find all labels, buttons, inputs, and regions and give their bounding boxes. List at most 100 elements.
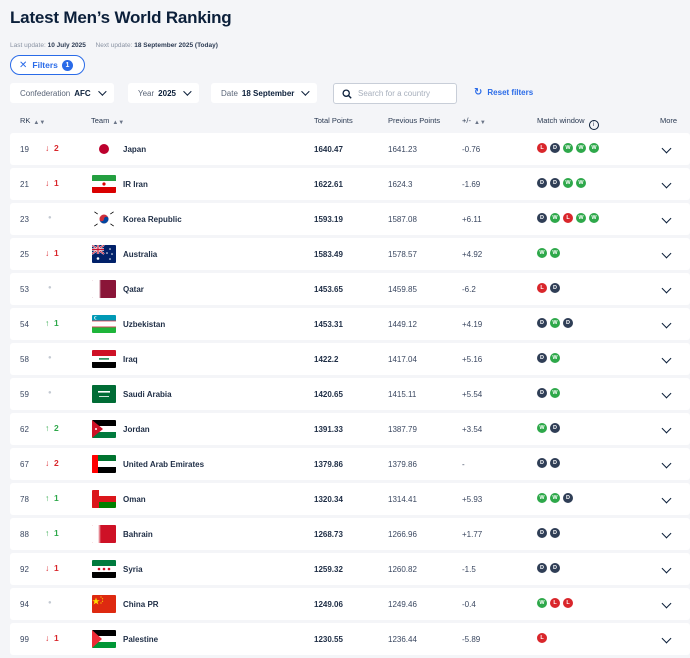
result-badge[interactable]: L	[563, 598, 573, 608]
result-badge[interactable]: W	[563, 143, 573, 153]
result-badge[interactable]: W	[563, 178, 573, 188]
result-badge[interactable]: D	[563, 318, 573, 328]
result-badge[interactable]: L	[550, 598, 560, 608]
year-select[interactable]: Year 2025	[128, 83, 199, 103]
chevron-down-icon[interactable]	[661, 283, 672, 294]
table-row[interactable]: 94 ● China PR 1249.06 1249.46 -0.4 W L L	[10, 588, 690, 620]
table-row[interactable]: 53 ● Qatar 1453.65 1459.85 -6.2 L D	[10, 273, 690, 305]
team-name[interactable]: Palestine	[123, 635, 159, 644]
filters-button[interactable]: ✕ Filters 1	[10, 55, 85, 75]
result-badge[interactable]: L	[537, 283, 547, 293]
table-row[interactable]: 25 ↓ 1 Australia 1583.49 1578.57 +4.92 W W	[10, 238, 690, 270]
chevron-down-icon[interactable]	[661, 213, 672, 224]
team-name[interactable]: Korea Republic	[123, 215, 182, 224]
chevron-down-icon[interactable]	[661, 598, 672, 609]
chevron-down-icon[interactable]	[661, 353, 672, 364]
rank-cell: 99	[20, 635, 29, 644]
result-badge[interactable]: L	[563, 213, 573, 223]
result-badge[interactable]: W	[576, 143, 586, 153]
result-badge[interactable]: W	[550, 248, 560, 258]
table-row[interactable]: 88 ↑ 1 Bahrain 1268.73 1266.96 +1.77 D D	[10, 518, 690, 550]
result-badge[interactable]: W	[576, 178, 586, 188]
result-badge[interactable]: D	[537, 318, 547, 328]
team-name[interactable]: Jordan	[123, 425, 150, 434]
result-badge[interactable]: W	[550, 388, 560, 398]
chevron-down-icon[interactable]	[661, 178, 672, 189]
result-badge[interactable]: D	[537, 213, 547, 223]
result-badge[interactable]: W	[589, 143, 599, 153]
rank-cell: 88	[20, 530, 29, 539]
result-badge[interactable]: W	[537, 493, 547, 503]
result-badge[interactable]: D	[537, 178, 547, 188]
team-name[interactable]: Bahrain	[123, 530, 153, 539]
table-row[interactable]: 92 ↓ 1 Syria 1259.32 1260.82 -1.5 D D	[10, 553, 690, 585]
team-name[interactable]: Iraq	[123, 355, 138, 364]
result-badge[interactable]: D	[537, 563, 547, 573]
result-badge[interactable]: D	[550, 423, 560, 433]
table-row[interactable]: 23 ● Korea Republic 1593.19 1587.08 +6.11 D W L W…	[10, 203, 690, 235]
chevron-down-icon[interactable]	[661, 248, 672, 259]
result-badge[interactable]: D	[537, 353, 547, 363]
result-badge[interactable]: W	[576, 213, 586, 223]
chevron-down-icon[interactable]	[661, 318, 672, 329]
result-badge[interactable]: W	[537, 248, 547, 258]
reset-filters-button[interactable]: ↻ Reset filters	[474, 87, 533, 98]
team-name[interactable]: Australia	[123, 250, 158, 259]
result-badge[interactable]: D	[550, 143, 560, 153]
result-badge[interactable]: D	[537, 388, 547, 398]
chevron-down-icon[interactable]	[661, 493, 672, 504]
table-row[interactable]: 99 ↓ 1 Palestine 1230.55 1236.44 -5.89 L	[10, 623, 690, 655]
result-badge[interactable]: D	[537, 528, 547, 538]
table-row[interactable]: 67 ↓ 2 United Arab Emirates 1379.86 1379.86 -…	[10, 448, 690, 480]
result-badge[interactable]: D	[550, 563, 560, 573]
table-row[interactable]: 58 ● Iraq 1422.2 1417.04 +5.16 D W	[10, 343, 690, 375]
result-badge[interactable]: W	[550, 318, 560, 328]
team-name[interactable]: Uzbekistan	[123, 320, 166, 329]
result-badge[interactable]: W	[550, 213, 560, 223]
close-icon[interactable]: ✕	[19, 59, 28, 71]
info-icon[interactable]: i	[588, 120, 599, 130]
team-name[interactable]: Qatar	[123, 285, 144, 294]
result-badge[interactable]: L	[537, 143, 547, 153]
table-row[interactable]: 62 ↑ 2 Jordan 1391.33 1387.79 +3.54 W D	[10, 413, 690, 445]
chevron-down-icon[interactable]	[661, 633, 672, 644]
date-select[interactable]: Date 18 September	[211, 83, 318, 103]
col-team-header[interactable]: Team ▲▼	[91, 116, 125, 126]
chevron-down-icon[interactable]	[661, 458, 672, 469]
table-row[interactable]: 19 ↓ 2 Japan 1640.47 1641.23 -0.76 L D W W W	[10, 133, 690, 165]
chevron-down-icon[interactable]	[661, 563, 672, 574]
chevron-down-icon[interactable]	[661, 528, 672, 539]
result-badge[interactable]: W	[550, 493, 560, 503]
result-badge[interactable]: W	[537, 423, 547, 433]
team-name[interactable]: Japan	[123, 145, 147, 154]
result-badge[interactable]: W	[537, 598, 547, 608]
result-badge[interactable]: D	[537, 458, 547, 468]
result-badge[interactable]: D	[550, 528, 560, 538]
table-row[interactable]: 21 ↓ 1 IR Iran 1622.61 1624.3 -1.69 D D W W	[10, 168, 690, 200]
result-badge[interactable]: W	[550, 353, 560, 363]
result-badge[interactable]: W	[589, 213, 599, 223]
search-input[interactable]	[358, 89, 453, 98]
col-diff-header[interactable]: +/- ▲▼	[462, 116, 486, 126]
table-row[interactable]: 59 ● Saudi Arabia 1420.65 1415.11 +5.54 D W	[10, 378, 690, 410]
result-badge[interactable]: D	[550, 283, 560, 293]
chevron-down-icon[interactable]	[661, 423, 672, 434]
team-name[interactable]: United Arab Emirates	[123, 460, 205, 469]
table-row[interactable]: 78 ↑ 1 Oman 1320.34 1314.41 +5.93 W W D	[10, 483, 690, 515]
col-rank-header[interactable]: RK ▲▼	[20, 116, 46, 126]
result-badge[interactable]: D	[550, 458, 560, 468]
chevron-down-icon[interactable]	[661, 388, 672, 399]
result-badge[interactable]: D	[563, 493, 573, 503]
result-badge[interactable]: L	[537, 633, 547, 643]
team-name[interactable]: Oman	[123, 495, 146, 504]
table-row[interactable]: 54 ↑ 1 Uzbekistan 1453.31 1449.12 +4.19 D W D	[10, 308, 690, 340]
team-name[interactable]: Saudi Arabia	[123, 390, 172, 399]
search-box[interactable]	[333, 83, 457, 104]
chevron-down-icon[interactable]	[661, 143, 672, 154]
result-badge[interactable]: D	[550, 178, 560, 188]
confederation-select[interactable]: Confederation AFC	[10, 83, 114, 103]
page-title: Latest Men’s World Ranking	[10, 8, 232, 27]
team-name[interactable]: China PR	[123, 600, 159, 609]
team-name[interactable]: IR Iran	[123, 180, 148, 189]
team-name[interactable]: Syria	[123, 565, 143, 574]
